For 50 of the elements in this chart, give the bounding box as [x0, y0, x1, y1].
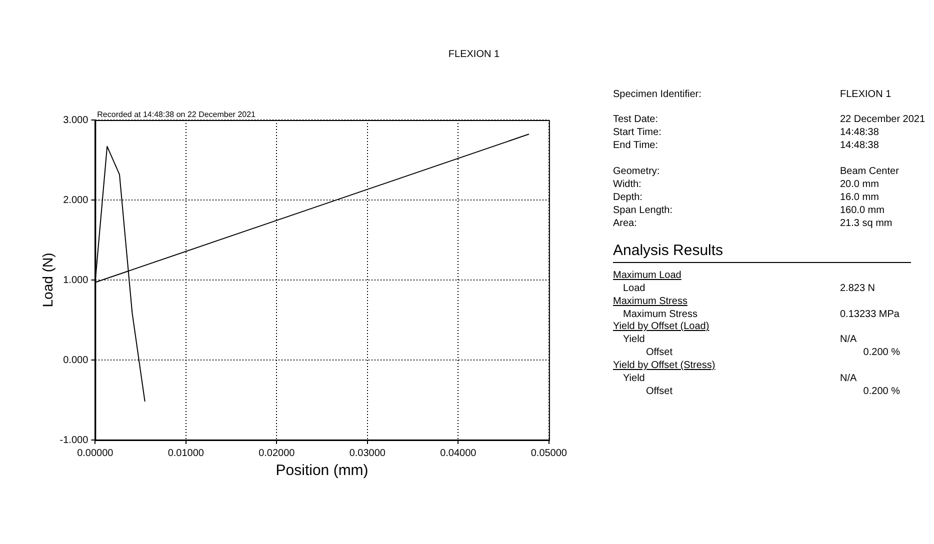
chart-title: FLEXION 1 [447, 49, 501, 60]
y-tick-label: 1.000 [63, 274, 89, 286]
y-tick-label: 0.000 [63, 354, 89, 366]
y-axis-title: Load (N) [39, 252, 56, 308]
text: Yield [623, 334, 645, 346]
x-tick-label: 0.05000 [530, 448, 568, 459]
text: 0.13233 MPa [840, 309, 900, 321]
y-tick-label: 3.000 [63, 114, 89, 126]
text: 21.3 sq mm [840, 218, 892, 230]
x-tick-label: 0.01000 [168, 448, 204, 459]
x-tick-label: 0.02000 [258, 448, 296, 459]
text: Beam Center [840, 166, 899, 178]
text: 14:48:38 [840, 140, 879, 152]
text: N/A [840, 373, 857, 385]
text: 20.0 mm [840, 179, 879, 191]
text: Width: [613, 179, 642, 191]
text: Yield by Offset (Stress) [613, 360, 716, 372]
text: N/A [840, 334, 857, 346]
y-tick-label: 2.000 [63, 194, 89, 206]
text: Analysis Results [613, 242, 724, 260]
text: Yield by Offset (Load) [613, 321, 710, 333]
text: Maximum Stress [623, 309, 698, 321]
text: Offset [646, 386, 672, 398]
text: Load [623, 283, 646, 295]
text: 0.200 % [863, 386, 900, 398]
text: Area: [613, 218, 637, 230]
y-tick-label: -1.000 [60, 434, 89, 446]
text: End Time: [613, 140, 658, 152]
text: Geometry: [613, 166, 660, 178]
text: Maximum Stress [613, 296, 688, 308]
text: Yield [623, 373, 645, 385]
text: 160.0 mm [840, 205, 884, 217]
text: Offset [646, 347, 672, 359]
text: FLEXION 1 [840, 89, 892, 101]
text: Specimen Identifier: [613, 89, 702, 101]
text: 22 December 2021 [840, 114, 926, 126]
x-tick-label: 0.03000 [349, 448, 386, 459]
text: Span Length: [613, 205, 672, 217]
text: Test Date: [613, 114, 658, 126]
text: 0.200 % [863, 347, 900, 359]
x-axis-title: Position (mm) [276, 462, 368, 480]
text: Depth: [613, 192, 642, 204]
x-tick-label: 0.04000 [440, 448, 477, 459]
text: 2.823 N [840, 283, 876, 295]
text: 16.0 mm [840, 192, 879, 204]
text: Start Time: [613, 127, 662, 139]
x-tick-label: 0.00000 [77, 448, 114, 459]
text: Maximum Load [613, 270, 682, 282]
text: Recorded at 14:48:38 on 22 December 2021 [97, 110, 256, 120]
text: 14:48:38 [840, 127, 879, 139]
